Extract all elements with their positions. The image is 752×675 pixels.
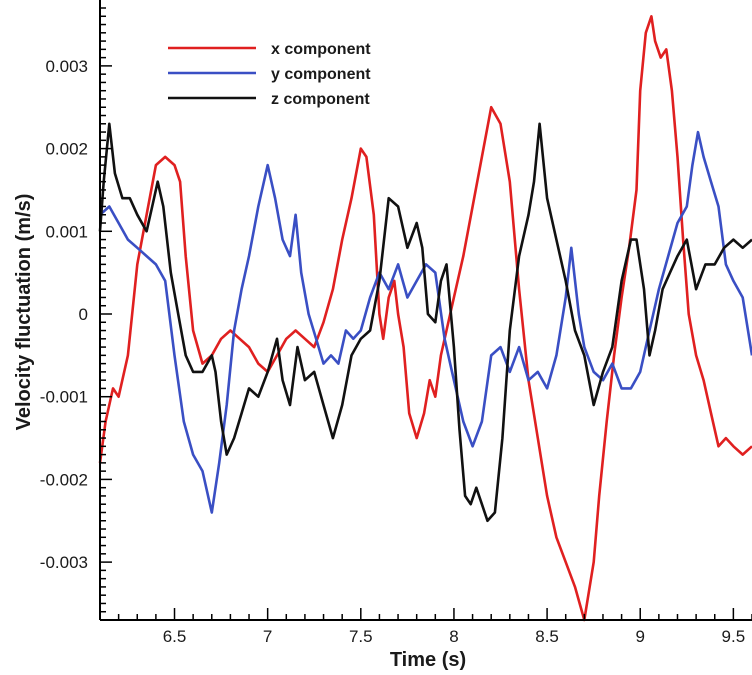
x-axis-title: Time (s) <box>390 649 466 671</box>
y-axis-title: Velocity fluctuation (m/s) <box>13 194 35 431</box>
legend: x component y component z component <box>168 41 371 108</box>
y-tick-label: 0.002 <box>45 140 88 159</box>
x-tick-label: 7.5 <box>349 627 373 646</box>
legend-label-z-component: z component <box>271 91 370 108</box>
y-tick-label: -0.001 <box>40 388 88 407</box>
series-line-z-component <box>98 122 752 523</box>
x-tick-label: 9 <box>635 627 644 646</box>
axes-layer <box>99 0 752 621</box>
x-tick-label: 8 <box>449 627 458 646</box>
y-tick-label: 0.001 <box>45 222 88 241</box>
x-tick-label: 8.5 <box>535 627 559 646</box>
series-line-y-component <box>99 130 752 514</box>
y-tick-label: -0.002 <box>40 470 88 489</box>
x-tick-label: 7 <box>263 627 272 646</box>
legend-label-y-component: y component <box>271 66 371 83</box>
x-tick-label: 9.5 <box>722 627 746 646</box>
x-tick-label: 6.5 <box>163 627 187 646</box>
series-line-x-component <box>98 15 752 622</box>
series-layer <box>98 15 752 622</box>
ticks-layer: 6.5 7 7.5 8 8.5 9 9.5 0.003 0.002 0.001 0 -0.001 -0.… <box>40 7 752 646</box>
y-tick-label: 0.003 <box>45 57 88 76</box>
y-tick-label: 0 <box>79 305 88 324</box>
y-tick-label: -0.003 <box>40 553 88 572</box>
legend-label-x-component: x component <box>271 41 371 58</box>
